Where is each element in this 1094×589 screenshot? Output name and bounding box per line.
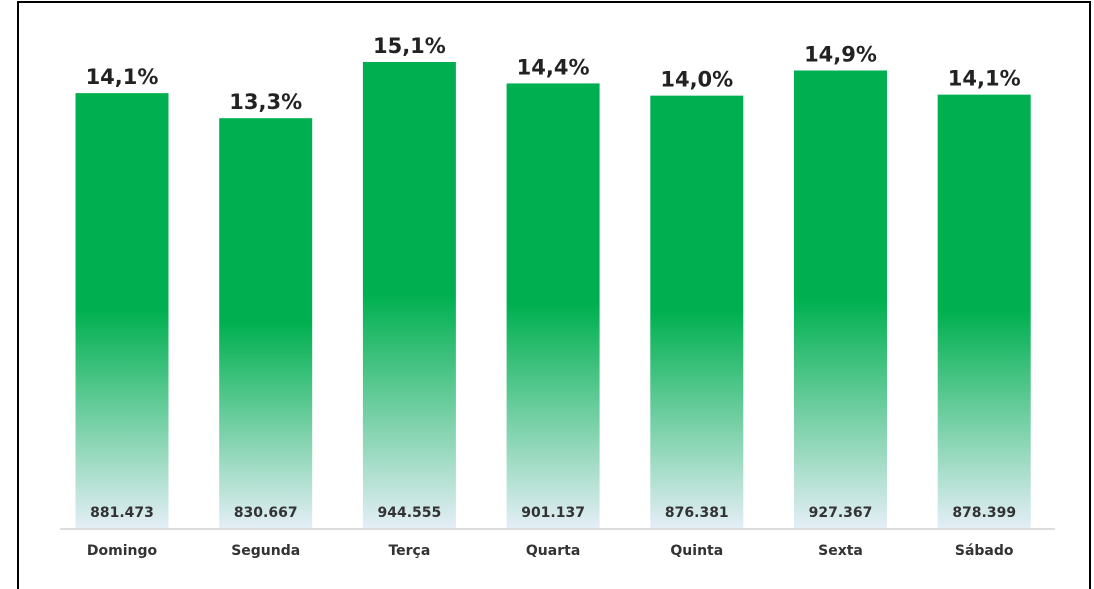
- bar: [650, 95, 744, 529]
- value-label: 881.473: [90, 505, 154, 521]
- bar: [362, 62, 456, 528]
- value-label: 878.399: [952, 505, 1016, 521]
- percentage-label: 13,3%: [229, 90, 302, 114]
- value-label: 944.555: [378, 505, 442, 521]
- percentage-label: 14,0%: [660, 68, 733, 92]
- bar: [75, 93, 169, 528]
- value-label: 901.137: [521, 505, 585, 521]
- x-tick-label: Quarta: [526, 543, 580, 559]
- x-tick-label: Quinta: [670, 543, 723, 559]
- percentage-label: 14,1%: [86, 65, 159, 89]
- bar: [937, 94, 1031, 528]
- value-label: 927.367: [809, 505, 873, 521]
- x-tick-label: Sábado: [955, 543, 1014, 559]
- bar: [794, 70, 887, 528]
- x-tick-label: Domingo: [87, 543, 158, 559]
- percentage-label: 15,1%: [373, 34, 446, 58]
- x-tick-label: Terça: [388, 543, 430, 559]
- percentage-label: 14,1%: [948, 67, 1021, 91]
- x-tick-label: Segunda: [231, 543, 300, 559]
- percentage-label: 14,9%: [804, 42, 877, 66]
- frame: [17, 1, 1091, 589]
- value-label: 830.667: [234, 505, 298, 521]
- bar: [219, 118, 313, 528]
- percentage-label: 14,4%: [517, 55, 590, 79]
- bar: [506, 83, 600, 529]
- x-tick-label: Sexta: [818, 543, 863, 559]
- value-label: 876.381: [665, 505, 729, 521]
